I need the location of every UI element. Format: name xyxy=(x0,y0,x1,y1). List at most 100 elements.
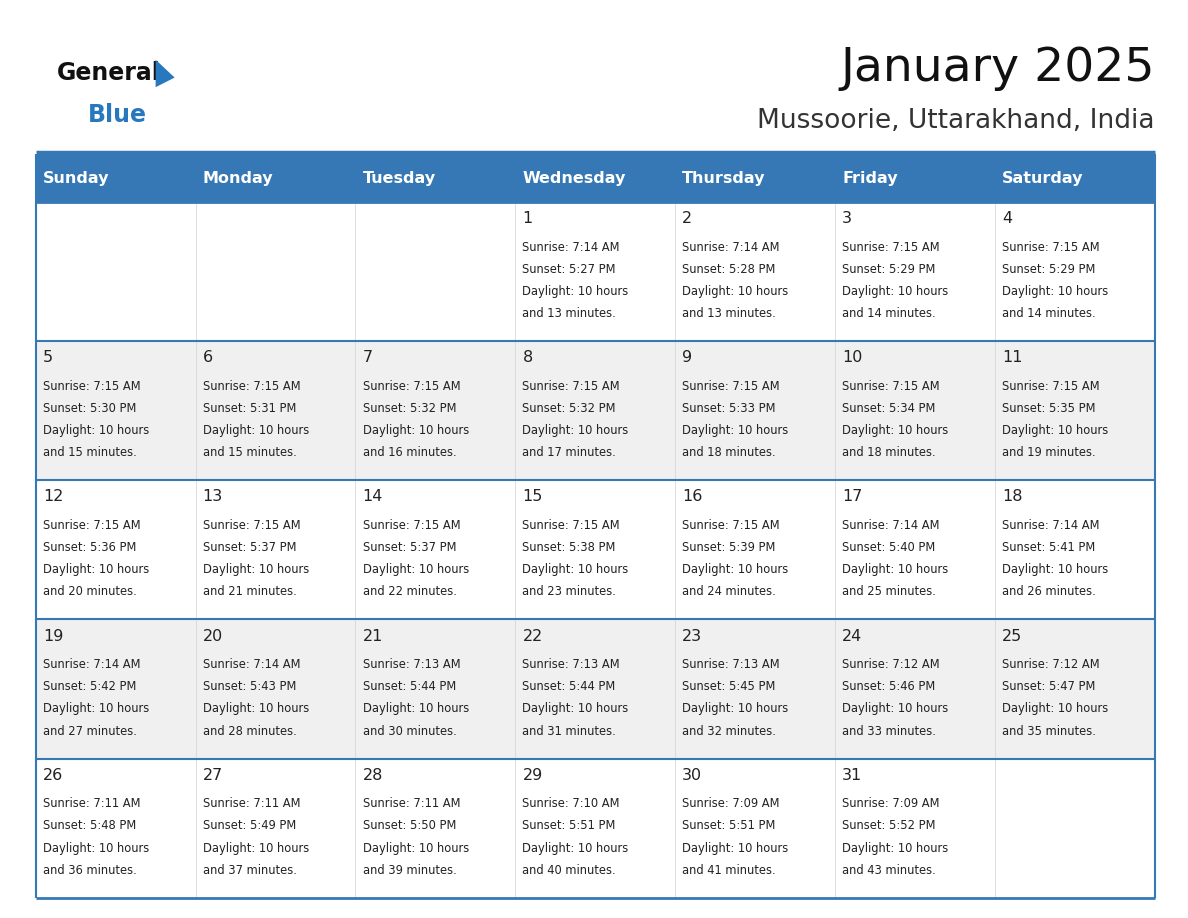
Bar xyxy=(994,154,1155,202)
Text: General: General xyxy=(57,62,160,85)
Text: Sunset: 5:33 PM: Sunset: 5:33 PM xyxy=(682,402,776,415)
Text: Daylight: 10 hours: Daylight: 10 hours xyxy=(1001,702,1108,715)
Text: Sunset: 5:48 PM: Sunset: 5:48 PM xyxy=(43,820,135,833)
Text: Sunset: 5:34 PM: Sunset: 5:34 PM xyxy=(842,402,935,415)
Text: 6: 6 xyxy=(203,351,213,365)
Text: 23: 23 xyxy=(682,629,702,644)
Text: Sunset: 5:51 PM: Sunset: 5:51 PM xyxy=(682,820,776,833)
Text: Daylight: 10 hours: Daylight: 10 hours xyxy=(523,702,628,715)
Text: Sunset: 5:30 PM: Sunset: 5:30 PM xyxy=(43,402,137,415)
Text: 4: 4 xyxy=(1001,211,1012,226)
Text: Sunrise: 7:15 AM: Sunrise: 7:15 AM xyxy=(682,380,779,393)
Bar xyxy=(355,758,516,898)
Bar xyxy=(355,341,516,480)
Text: Daylight: 10 hours: Daylight: 10 hours xyxy=(362,564,469,577)
Text: and 43 minutes.: and 43 minutes. xyxy=(842,864,936,877)
Text: Sunset: 5:29 PM: Sunset: 5:29 PM xyxy=(1001,263,1095,275)
Text: Daylight: 10 hours: Daylight: 10 hours xyxy=(682,285,789,298)
Text: Sunrise: 7:14 AM: Sunrise: 7:14 AM xyxy=(1001,519,1099,532)
Text: and 20 minutes.: and 20 minutes. xyxy=(43,586,137,599)
Text: Sunrise: 7:15 AM: Sunrise: 7:15 AM xyxy=(43,380,140,393)
Text: Sunset: 5:32 PM: Sunset: 5:32 PM xyxy=(362,402,456,415)
Text: and 21 minutes.: and 21 minutes. xyxy=(203,586,296,599)
Text: Daylight: 10 hours: Daylight: 10 hours xyxy=(523,285,628,298)
Text: 10: 10 xyxy=(842,351,862,365)
Text: Mussoorie, Uttarakhand, India: Mussoorie, Uttarakhand, India xyxy=(757,108,1155,134)
Text: Daylight: 10 hours: Daylight: 10 hours xyxy=(203,842,309,855)
Bar xyxy=(835,202,994,341)
Text: and 15 minutes.: and 15 minutes. xyxy=(43,446,137,459)
Text: Daylight: 10 hours: Daylight: 10 hours xyxy=(523,842,628,855)
Bar xyxy=(994,480,1155,620)
Text: and 36 minutes.: and 36 minutes. xyxy=(43,864,137,877)
Text: Daylight: 10 hours: Daylight: 10 hours xyxy=(842,842,948,855)
Text: Sunset: 5:41 PM: Sunset: 5:41 PM xyxy=(1001,541,1095,554)
Text: Daylight: 10 hours: Daylight: 10 hours xyxy=(842,285,948,298)
Text: Daylight: 10 hours: Daylight: 10 hours xyxy=(1001,285,1108,298)
Bar xyxy=(36,620,196,758)
Text: Sunrise: 7:15 AM: Sunrise: 7:15 AM xyxy=(1001,380,1100,393)
Bar xyxy=(516,154,675,202)
Text: and 41 minutes.: and 41 minutes. xyxy=(682,864,776,877)
Text: Daylight: 10 hours: Daylight: 10 hours xyxy=(1001,424,1108,437)
Text: 19: 19 xyxy=(43,629,63,644)
Text: Sunset: 5:43 PM: Sunset: 5:43 PM xyxy=(203,680,296,693)
Bar xyxy=(675,202,835,341)
Text: Daylight: 10 hours: Daylight: 10 hours xyxy=(842,702,948,715)
Text: and 27 minutes.: and 27 minutes. xyxy=(43,724,137,738)
Text: 12: 12 xyxy=(43,489,63,505)
Text: Friday: Friday xyxy=(842,171,898,185)
Text: Sunrise: 7:14 AM: Sunrise: 7:14 AM xyxy=(203,658,301,671)
Bar xyxy=(835,620,994,758)
Text: Daylight: 10 hours: Daylight: 10 hours xyxy=(43,842,148,855)
Bar xyxy=(516,202,675,341)
Text: Daylight: 10 hours: Daylight: 10 hours xyxy=(682,842,789,855)
Text: Daylight: 10 hours: Daylight: 10 hours xyxy=(523,564,628,577)
Text: 2: 2 xyxy=(682,211,693,226)
Text: and 17 minutes.: and 17 minutes. xyxy=(523,446,617,459)
Text: Sunrise: 7:15 AM: Sunrise: 7:15 AM xyxy=(842,380,940,393)
Text: Sunrise: 7:14 AM: Sunrise: 7:14 AM xyxy=(682,241,779,253)
Text: and 39 minutes.: and 39 minutes. xyxy=(362,864,456,877)
Text: Daylight: 10 hours: Daylight: 10 hours xyxy=(203,702,309,715)
Text: Sunrise: 7:15 AM: Sunrise: 7:15 AM xyxy=(203,519,301,532)
Bar xyxy=(835,154,994,202)
Text: Sunrise: 7:15 AM: Sunrise: 7:15 AM xyxy=(203,380,301,393)
Text: Sunrise: 7:15 AM: Sunrise: 7:15 AM xyxy=(362,519,460,532)
Bar xyxy=(355,480,516,620)
Text: Monday: Monday xyxy=(203,171,273,185)
Text: Sunrise: 7:12 AM: Sunrise: 7:12 AM xyxy=(1001,658,1100,671)
Text: Sunrise: 7:15 AM: Sunrise: 7:15 AM xyxy=(523,380,620,393)
Text: Sunday: Sunday xyxy=(43,171,109,185)
Text: Sunset: 5:32 PM: Sunset: 5:32 PM xyxy=(523,402,615,415)
Text: 8: 8 xyxy=(523,351,532,365)
Text: Sunrise: 7:11 AM: Sunrise: 7:11 AM xyxy=(203,797,301,811)
Text: 15: 15 xyxy=(523,489,543,505)
Text: and 33 minutes.: and 33 minutes. xyxy=(842,724,936,738)
Text: January 2025: January 2025 xyxy=(840,46,1155,92)
Text: Sunrise: 7:12 AM: Sunrise: 7:12 AM xyxy=(842,658,940,671)
Text: Sunrise: 7:14 AM: Sunrise: 7:14 AM xyxy=(842,519,940,532)
Text: 9: 9 xyxy=(682,351,693,365)
Text: 14: 14 xyxy=(362,489,383,505)
Text: Daylight: 10 hours: Daylight: 10 hours xyxy=(203,424,309,437)
Text: 17: 17 xyxy=(842,489,862,505)
Text: Thursday: Thursday xyxy=(682,171,766,185)
Text: Sunrise: 7:14 AM: Sunrise: 7:14 AM xyxy=(43,658,140,671)
Text: and 30 minutes.: and 30 minutes. xyxy=(362,724,456,738)
Text: Sunset: 5:45 PM: Sunset: 5:45 PM xyxy=(682,680,776,693)
Text: Sunset: 5:35 PM: Sunset: 5:35 PM xyxy=(1001,402,1095,415)
Text: 13: 13 xyxy=(203,489,223,505)
Text: Daylight: 10 hours: Daylight: 10 hours xyxy=(43,564,148,577)
Text: and 40 minutes.: and 40 minutes. xyxy=(523,864,617,877)
Bar xyxy=(196,154,355,202)
Text: Daylight: 10 hours: Daylight: 10 hours xyxy=(842,564,948,577)
Bar xyxy=(196,341,355,480)
Text: and 28 minutes.: and 28 minutes. xyxy=(203,724,296,738)
Bar xyxy=(994,758,1155,898)
Text: Sunset: 5:27 PM: Sunset: 5:27 PM xyxy=(523,263,615,275)
Text: Sunset: 5:39 PM: Sunset: 5:39 PM xyxy=(682,541,776,554)
Text: Sunset: 5:38 PM: Sunset: 5:38 PM xyxy=(523,541,615,554)
Text: 25: 25 xyxy=(1001,629,1022,644)
Text: Sunset: 5:37 PM: Sunset: 5:37 PM xyxy=(362,541,456,554)
